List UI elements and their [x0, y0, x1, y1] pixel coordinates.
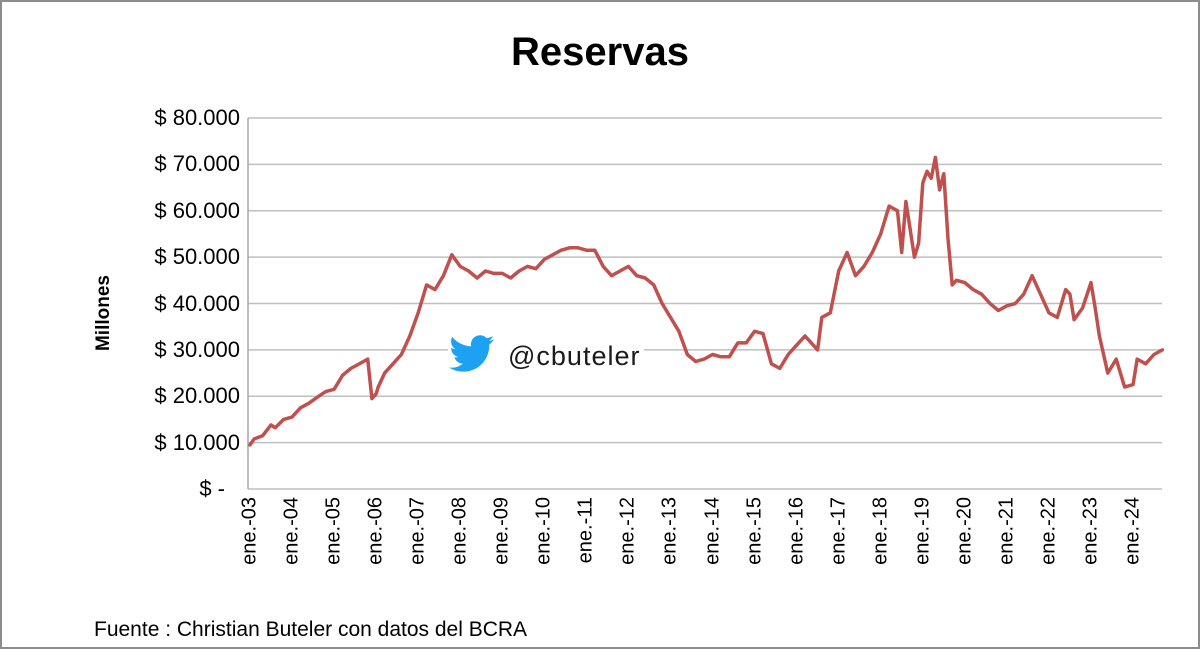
gridlines — [248, 117, 1162, 490]
twitter-watermark: @cbuteler — [448, 334, 645, 378]
y-tick-label: $ 20.000 — [154, 383, 240, 409]
y-tick-label: $ 60.000 — [154, 197, 240, 223]
reserves-line — [248, 155, 1165, 447]
y-tick-label: $ 10.000 — [154, 429, 240, 455]
y-tick-label: $ 80.000 — [154, 105, 240, 130]
chart-title: Reservas — [511, 30, 689, 74]
y-tick-label: $ 70.000 — [154, 151, 240, 177]
twitter-handle: @cbuteler — [508, 340, 641, 371]
y-tick-label: $ 50.000 — [154, 244, 240, 270]
y-tick-label: $ 40.000 — [154, 290, 240, 316]
y-tick-label: $ 30.000 — [154, 336, 240, 362]
source-note: Fuente : Christian Buteler con datos del… — [94, 618, 528, 641]
y-tick-label: $ - — [199, 476, 225, 501]
twitter-bird-icon — [448, 334, 496, 378]
